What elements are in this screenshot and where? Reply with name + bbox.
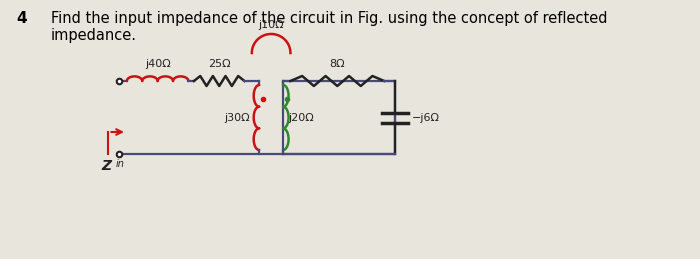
Text: 25Ω: 25Ω bbox=[208, 59, 230, 69]
Text: in: in bbox=[116, 159, 125, 169]
Text: Z: Z bbox=[101, 159, 111, 173]
Text: j30Ω: j30Ω bbox=[224, 112, 250, 123]
Text: j10Ω: j10Ω bbox=[258, 20, 284, 30]
Text: j20Ω: j20Ω bbox=[288, 112, 314, 123]
Text: 4: 4 bbox=[17, 11, 27, 26]
Text: −j6Ω: −j6Ω bbox=[412, 112, 440, 123]
Text: Find the input impedance of the circuit in Fig. using the concept of reflected: Find the input impedance of the circuit … bbox=[50, 11, 607, 26]
Text: 8Ω: 8Ω bbox=[330, 59, 345, 69]
Text: impedance.: impedance. bbox=[50, 28, 136, 43]
Text: j40Ω: j40Ω bbox=[145, 59, 171, 69]
